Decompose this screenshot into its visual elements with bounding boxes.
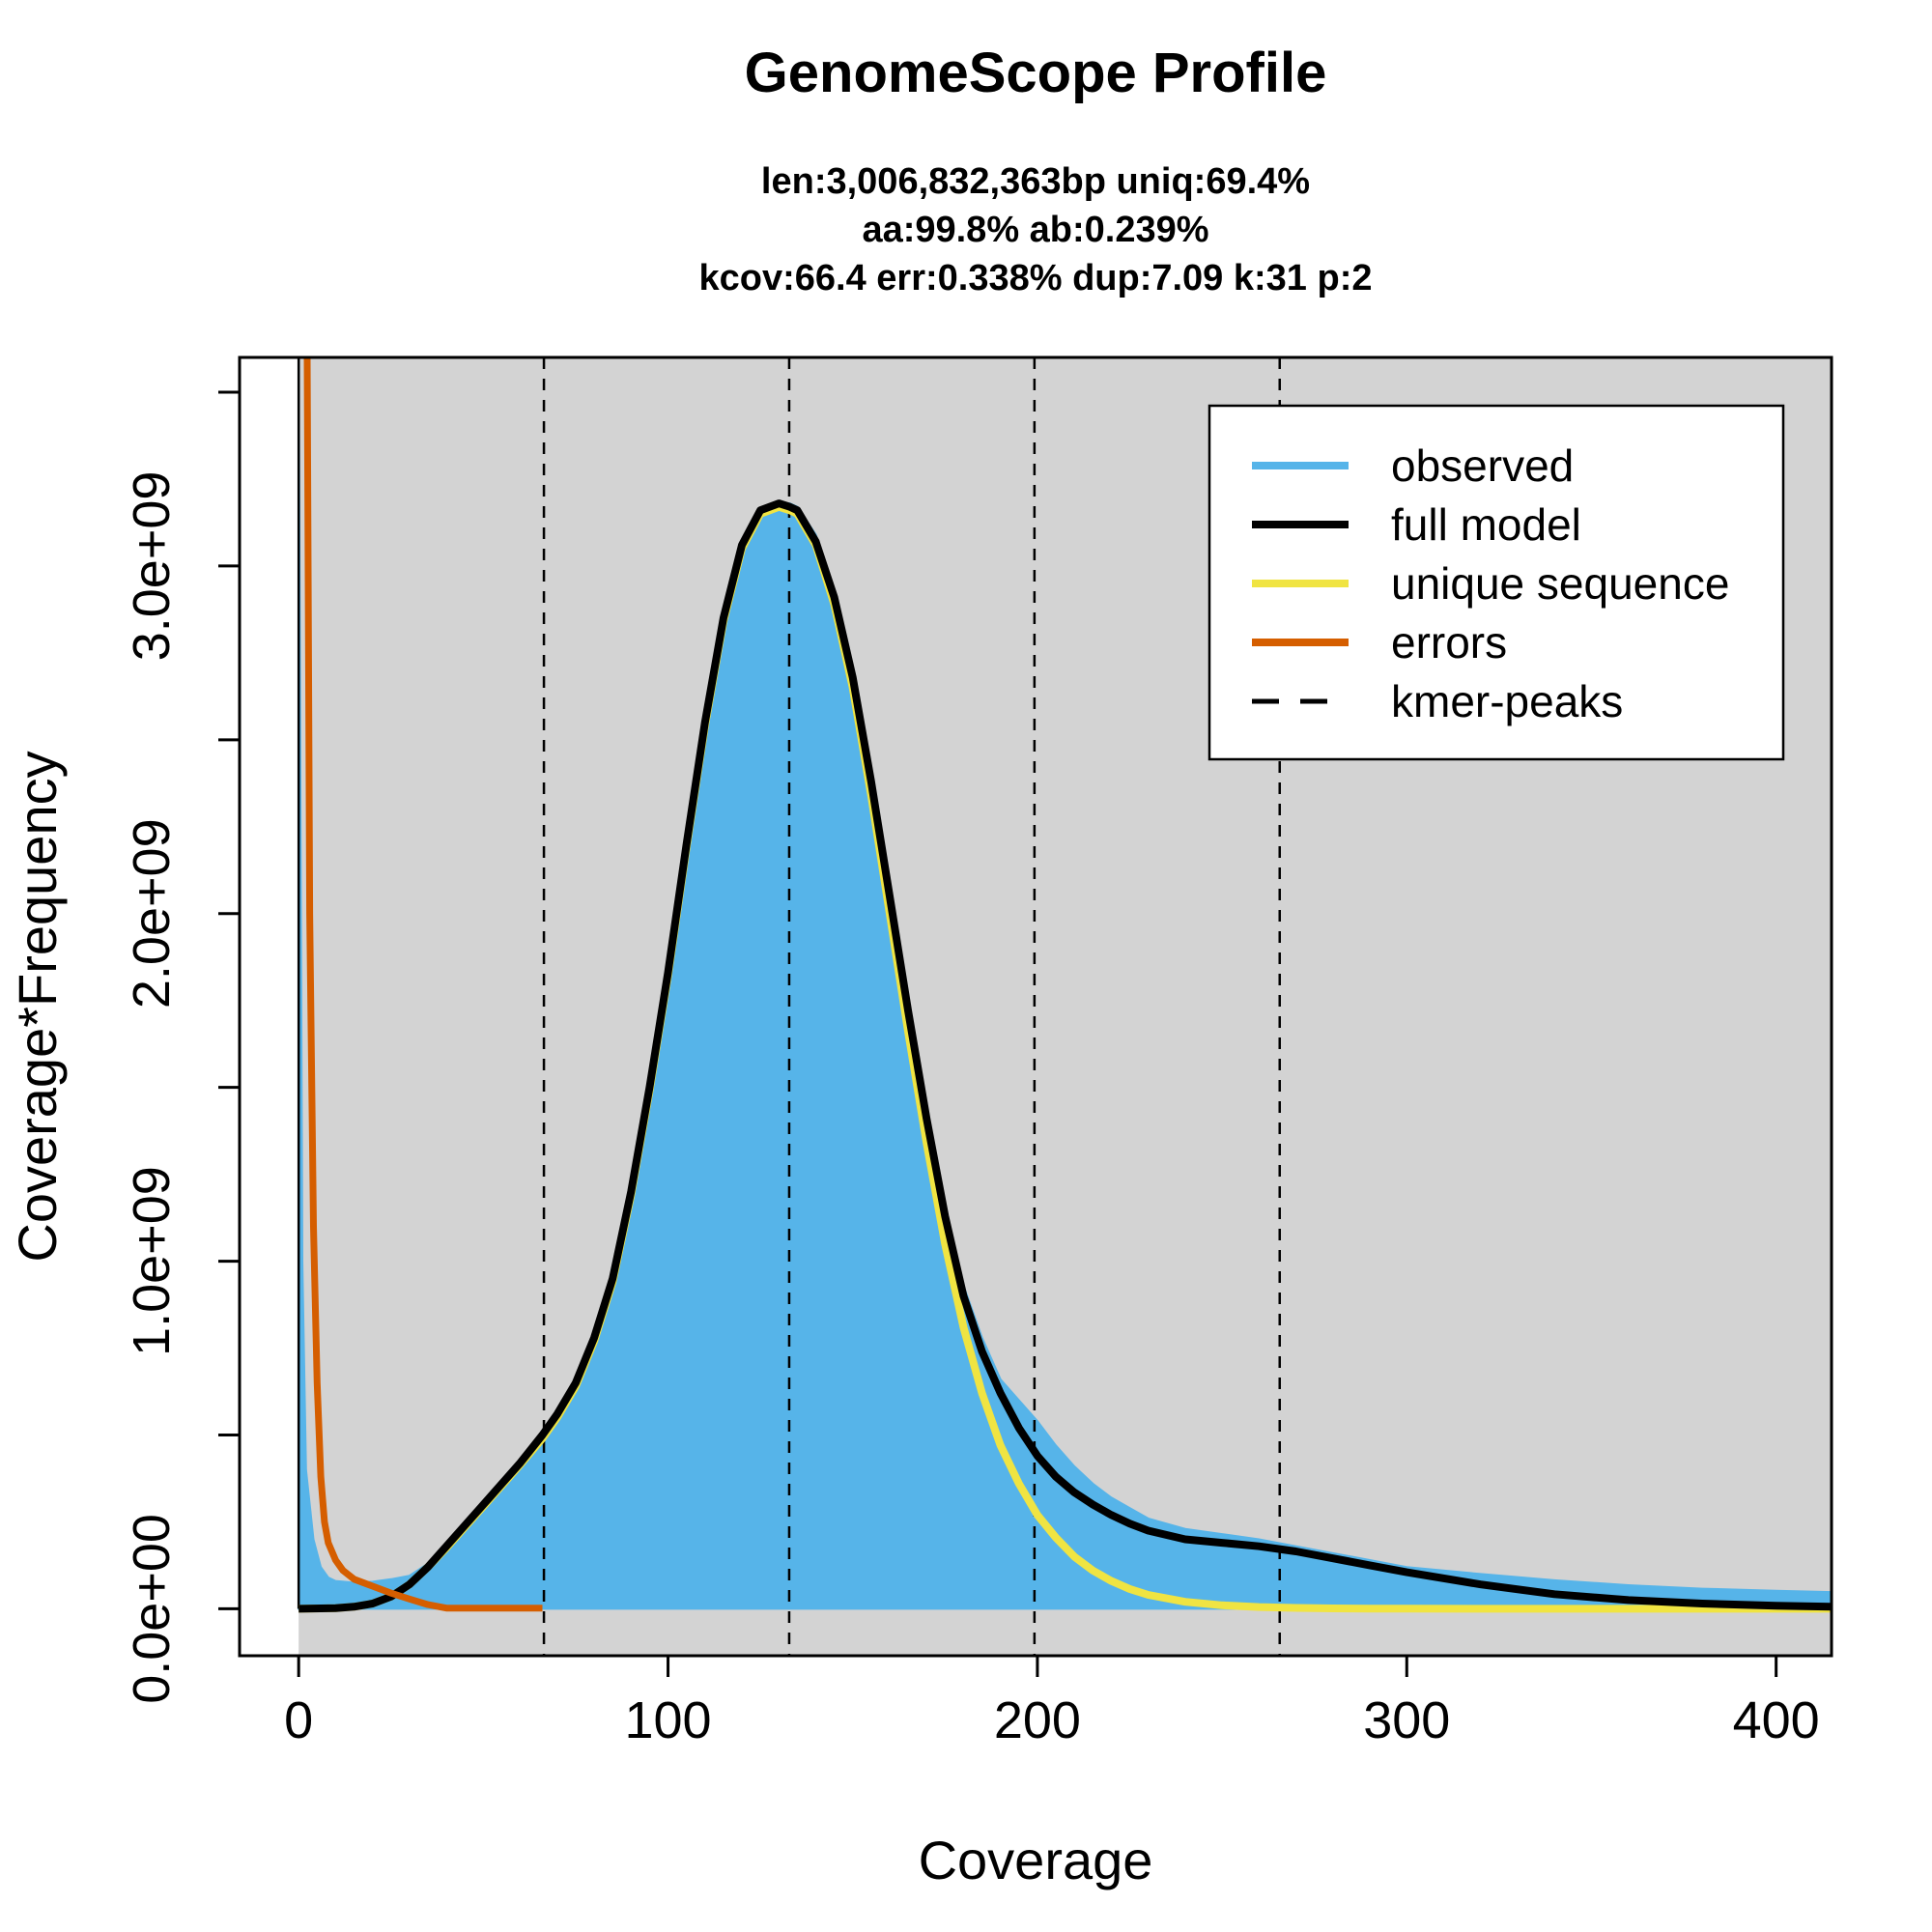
x-tick-label-400: 400 [1733,1691,1820,1749]
x-axis: 0 100 200 300 400 [284,1654,1820,1749]
legend-label-unique-sequence: unique sequence [1391,558,1729,609]
chart-subtitle-line-3: kcov:66.4 err:0.338% dup:7.09 k:31 p:2 [698,258,1372,298]
y-axis-label: Coverage*Frequency [7,751,68,1262]
legend-label-errors: errors [1391,617,1507,668]
y-tick-label-0: 0.0e+00 [123,1514,181,1704]
x-axis-label: Coverage [919,1830,1153,1890]
x-tick-label-300: 300 [1363,1691,1450,1749]
legend-label-kmer-peaks: kmer-peaks [1391,676,1623,726]
y-tick-label-1: 1.0e+09 [123,1166,181,1356]
legend-label-observed: observed [1391,440,1574,491]
chart-title: GenomeScope Profile [745,42,1327,104]
legend-label-full-model: full model [1391,499,1581,550]
y-tick-label-2: 2.0e+09 [123,818,181,1009]
y-tick-label-3: 3.0e+09 [123,471,181,662]
x-tick-label-100: 100 [624,1691,711,1749]
x-tick-label-0: 0 [284,1691,313,1749]
x-tick-label-200: 200 [994,1691,1081,1749]
y-axis: 0.0e+00 1.0e+09 2.0e+09 3.0e+09 [123,390,242,1704]
full-model-line [298,499,1832,1613]
errors-line [303,357,543,1612]
chart-subtitle-line-2: aa:99.8% ab:0.239% [862,210,1208,250]
chart-subtitle-line-1: len:3,006,832,363bp uniq:69.4% [761,161,1310,202]
legend: observed full model unique sequence errors k… [1208,404,1785,761]
